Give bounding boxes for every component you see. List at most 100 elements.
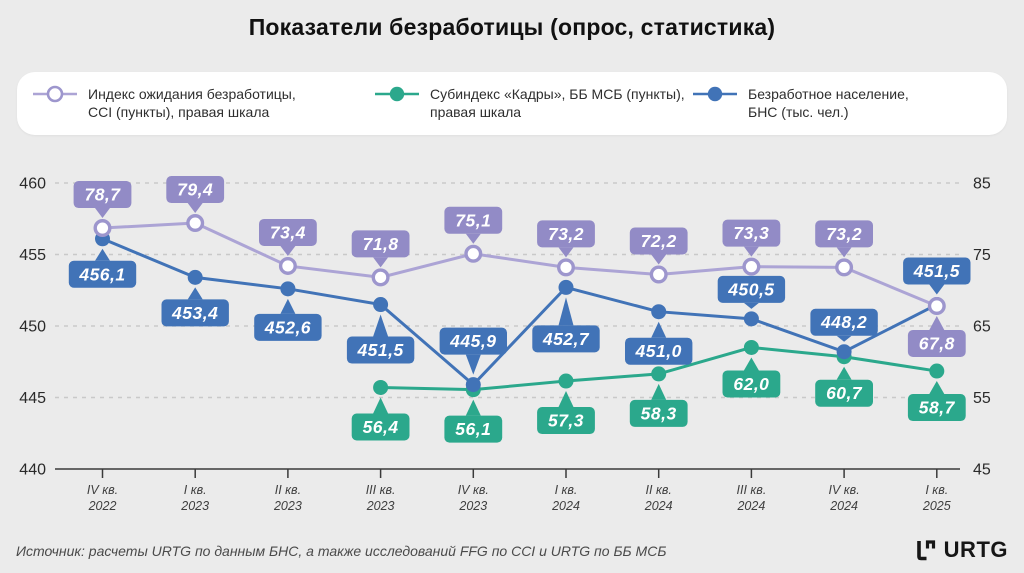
data-label-text: 71,8 — [363, 234, 399, 254]
x-category-label: II кв. 2023 — [273, 483, 302, 513]
data-label-callout: 452,7 — [532, 297, 600, 353]
left-axis-tick-label: 445 — [19, 390, 46, 407]
data-point-marker — [558, 373, 574, 389]
legend-item-kadry: Субиндекс «Кадры», ББ МСБ (пункты), прав… — [374, 85, 685, 121]
right-axis-tick-label: 55 — [973, 390, 991, 407]
data-point-marker — [93, 219, 112, 238]
data-label-callout: 452,6 — [254, 298, 322, 341]
legend-item-bns: Безработное население, БНС (тыс. чел.) — [692, 85, 909, 121]
data-point-marker — [280, 281, 296, 297]
legend-item-label: Индекс ожидания безработицы, CCI (пункты… — [88, 86, 296, 120]
data-point-marker — [651, 304, 667, 320]
data-label-callout: 73,2 — [815, 220, 873, 258]
data-label-text: 450,5 — [727, 279, 774, 299]
legend-item-cci: Индекс ожидания безработицы, CCI (пункты… — [32, 85, 296, 121]
data-label-text: 73,2 — [826, 224, 862, 244]
legend-card: Индекс ожидания безработицы, CCI (пункты… — [17, 72, 1007, 135]
data-label-callout: 79,4 — [166, 176, 225, 214]
series-line — [101, 237, 938, 387]
data-label-text: 456,1 — [78, 264, 125, 284]
data-label-callout: 73,3 — [722, 219, 781, 257]
data-point-marker — [743, 339, 759, 355]
data-label-text: 451,0 — [635, 341, 682, 361]
data-label-text: 73,4 — [270, 222, 306, 242]
x-category-label: IV кв. 2023 — [458, 483, 489, 513]
x-category-label: II кв. 2024 — [644, 483, 673, 513]
data-label-text: 62,0 — [733, 374, 769, 394]
data-label-text: 67,8 — [919, 333, 955, 353]
open-circle-marker-icon — [33, 85, 77, 103]
data-label-text: 79,4 — [177, 180, 213, 200]
x-category-label: I кв. 2024 — [551, 483, 580, 513]
data-label-callout: 75,1 — [444, 206, 503, 244]
data-point-marker — [371, 268, 390, 287]
data-label-text: 73,3 — [733, 223, 769, 243]
series-line — [102, 221, 938, 308]
data-label-text: 75,1 — [455, 210, 491, 230]
data-point-marker — [836, 344, 852, 360]
legend-item-label: Безработное население, БНС (тыс. чел.) — [748, 86, 909, 120]
data-label-callout: 58,3 — [629, 383, 688, 427]
urtg-logo: URTG — [914, 537, 1008, 563]
legend-item-label: Субиндекс «Кадры», ББ МСБ (пункты), прав… — [430, 86, 685, 120]
data-label-callout: 56,1 — [444, 399, 503, 443]
data-label-callout: 445,9 — [439, 327, 507, 375]
data-point-marker — [373, 297, 389, 313]
data-label-text: 445,9 — [449, 331, 496, 351]
data-point-marker — [557, 258, 576, 277]
right-axis-tick-label: 85 — [973, 176, 991, 193]
data-label-callout: 57,3 — [537, 391, 595, 435]
data-label-text: 56,4 — [363, 417, 399, 437]
x-category-label: IV кв. 2022 — [87, 483, 118, 513]
x-category-label: IV кв. 2024 — [829, 483, 860, 513]
right-axis-tick-label: 75 — [973, 247, 991, 264]
data-label-callout: 451,5 — [903, 257, 971, 295]
data-point-marker — [465, 377, 481, 393]
series-cci — [93, 214, 946, 315]
data-point-marker — [835, 258, 854, 277]
chart-title: Показатели безработицы (опрос, статистик… — [248, 14, 776, 40]
data-point-marker — [649, 265, 668, 284]
data-label-callout: 73,4 — [259, 218, 317, 256]
data-label-text: 448,2 — [820, 312, 867, 332]
data-point-marker — [558, 279, 574, 295]
data-label-callout: 73,2 — [537, 220, 595, 258]
data-label-callout: 450,5 — [717, 275, 786, 309]
data-label-text: 58,3 — [641, 403, 677, 423]
data-point-marker — [278, 256, 297, 275]
urtg-logo-icon — [916, 540, 935, 561]
left-axis-tick-label: 440 — [19, 462, 46, 479]
x-category-label: III кв. 2024 — [736, 483, 766, 513]
data-label-callout: 56,4 — [351, 397, 410, 441]
data-label-text: 58,7 — [919, 398, 956, 418]
left-axis-tick-label: 460 — [19, 176, 46, 193]
data-label-text: 451,5 — [356, 340, 403, 360]
data-label-callout: 60,7 — [815, 366, 873, 407]
right-axis-tick-label: 45 — [973, 462, 991, 479]
data-label-text: 73,2 — [548, 224, 584, 244]
filled-circle-marker-icon — [375, 86, 419, 102]
data-label-text: 78,7 — [84, 185, 121, 205]
data-label-callout: 78,7 — [73, 181, 132, 219]
data-label-callout: 62,0 — [722, 357, 781, 398]
filled-circle-marker-icon — [693, 86, 737, 102]
data-label-callout: 72,2 — [629, 227, 688, 265]
data-point-marker — [373, 379, 389, 395]
data-label-text: 56,1 — [455, 419, 491, 439]
data-label-text: 452,7 — [542, 329, 590, 349]
data-point-marker — [743, 311, 759, 327]
x-category-label: III кв. 2023 — [366, 483, 396, 513]
source-note: Источник: расчеты URTG по данным БНС, а … — [16, 543, 667, 559]
data-label-text: 453,4 — [171, 303, 218, 323]
data-point-marker — [464, 244, 483, 263]
data-label-callout: 67,8 — [907, 315, 966, 357]
data-label-text: 452,6 — [264, 317, 311, 337]
data-label-text: 72,2 — [641, 231, 677, 251]
data-point-marker — [186, 214, 205, 233]
data-label-callout: 451,5 — [346, 314, 415, 364]
data-label-callout: 58,7 — [907, 381, 966, 422]
data-point-marker — [929, 363, 945, 379]
data-point-marker — [742, 257, 761, 276]
